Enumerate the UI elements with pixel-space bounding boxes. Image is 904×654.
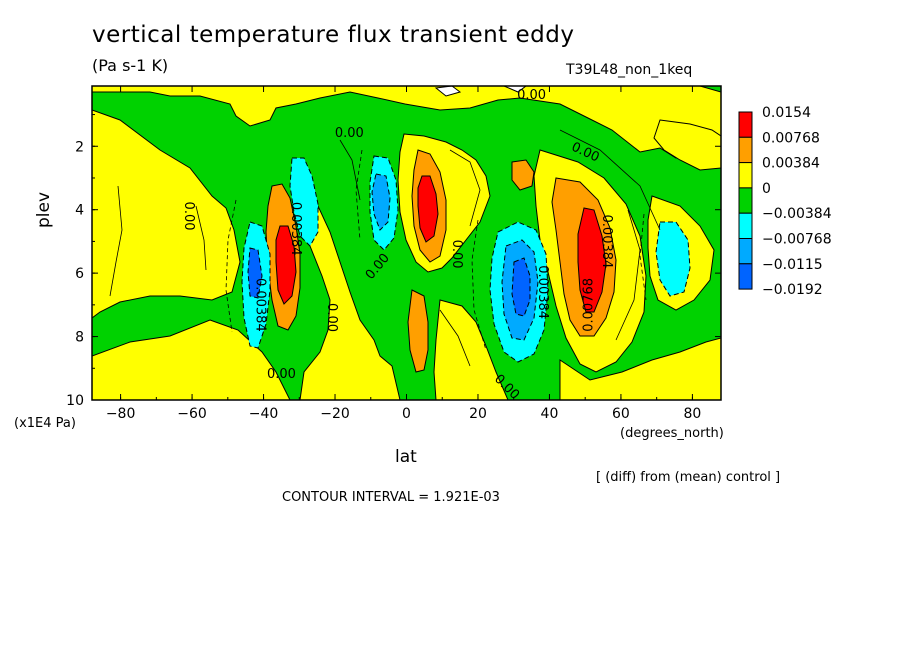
yellow-region [299,188,401,400]
red-region [275,225,297,305]
y-tick-label: 2 [75,139,84,155]
contour-line [439,309,471,367]
x-axis-unit: (degrees_north) [620,426,724,441]
legend-swatch [738,136,753,164]
x-axis: −80 −60 −40 −20 0 20 40 60 80 [106,86,701,422]
x-tick-label: 0 [402,406,411,422]
contour-line [449,149,481,227]
contour-label: 0.00384 [252,278,267,332]
white-island [503,86,527,93]
legend-label: 0 [762,181,771,197]
run-id: T39L48_non_1keq [566,62,693,78]
legend-swatch [738,162,753,189]
contour-line [339,139,361,201]
dashed-contour-lines [225,149,647,351]
y-tick-label: 4 [75,203,84,219]
contour-line [109,185,123,297]
legend-label: 0.00384 [762,156,820,172]
y-tick-label: 8 [75,330,84,346]
contour-line [615,209,641,341]
x-axis-label: lat [395,447,417,467]
legend-label: −0.00768 [762,232,832,248]
legend-label: −0.0115 [762,257,823,273]
legend-label: 0.0154 [762,105,811,121]
x-tick-label: 60 [612,406,630,422]
contour-label: 0.00768 [581,278,596,332]
contour-label: 0.00384 [288,202,303,256]
legend-swatch [738,111,753,138]
orange-region [407,289,429,373]
diff-note: [ (diff) from (mean) control ] [596,470,781,485]
contour-lines [109,129,661,367]
x-tick-label: −20 [320,406,350,422]
legend-swatch [738,238,753,265]
x-tick-label: 80 [683,406,701,422]
dashed-contour-line [225,199,237,333]
x-tick-label: 40 [541,406,559,422]
yellow-region [433,299,509,400]
contour-label: 0.00 [267,367,296,382]
red-regions [275,175,607,313]
legend-swatch [738,212,753,239]
orange-region [511,159,535,191]
deepblue-region [511,257,531,317]
y-axis: 2 4 6 8 10 [66,114,721,409]
cyan-region [289,157,319,247]
x-tick-label: −60 [177,406,207,422]
contour-label: 0.00 [181,202,196,231]
legend-label: −0.0192 [762,282,823,298]
cyan-region [655,221,691,297]
legend-label: −0.00384 [762,206,832,222]
midblue-region [371,173,391,231]
contour-label: 0.00 [449,240,464,269]
deepblue-region [247,247,263,299]
legend-swatch [738,187,753,214]
contour-label: 0.00384 [535,265,550,319]
contour-label: 0.00 [324,303,339,332]
dashed-contour-line [639,213,647,301]
y-tick-label: 10 [66,393,84,409]
contour-interval: CONTOUR INTERVAL = 1.921E-03 [282,490,500,505]
legend-swatch [738,263,753,290]
contour-line [559,129,661,231]
legend-label: 0.00768 [762,130,820,146]
y-tick-label: 6 [75,266,84,282]
chart-title: vertical temperature flux transient eddy [92,22,575,48]
deepblue-regions [247,247,531,317]
contour-label: 0.00384 [599,215,614,269]
dashed-contour-line [471,219,487,351]
yellow-region [92,109,241,319]
dashed-contour-line [355,149,363,241]
yellow-region [559,337,721,400]
y-axis-unit: (x1E4 Pa) [14,416,76,431]
contour-label: 0.00 [517,88,546,103]
chart-units: (Pa s-1 K) [92,56,169,75]
yellow-region [653,119,721,171]
x-tick-label: 20 [469,406,487,422]
x-tick-label: −40 [249,406,279,422]
red-region [577,207,607,313]
plot-area: 0.00 0.00 0.00 0.00 0.00384 0.00384 0.00 0.00 0.… [92,86,721,400]
x-tick-label: −80 [106,406,136,422]
contour-line [195,205,207,271]
contour-label: 0.00 [335,126,364,141]
legend: 0.0154 0.00768 0.00384 0 −0.00384 −0.00768 −0.… [738,105,832,298]
red-region [417,175,439,243]
